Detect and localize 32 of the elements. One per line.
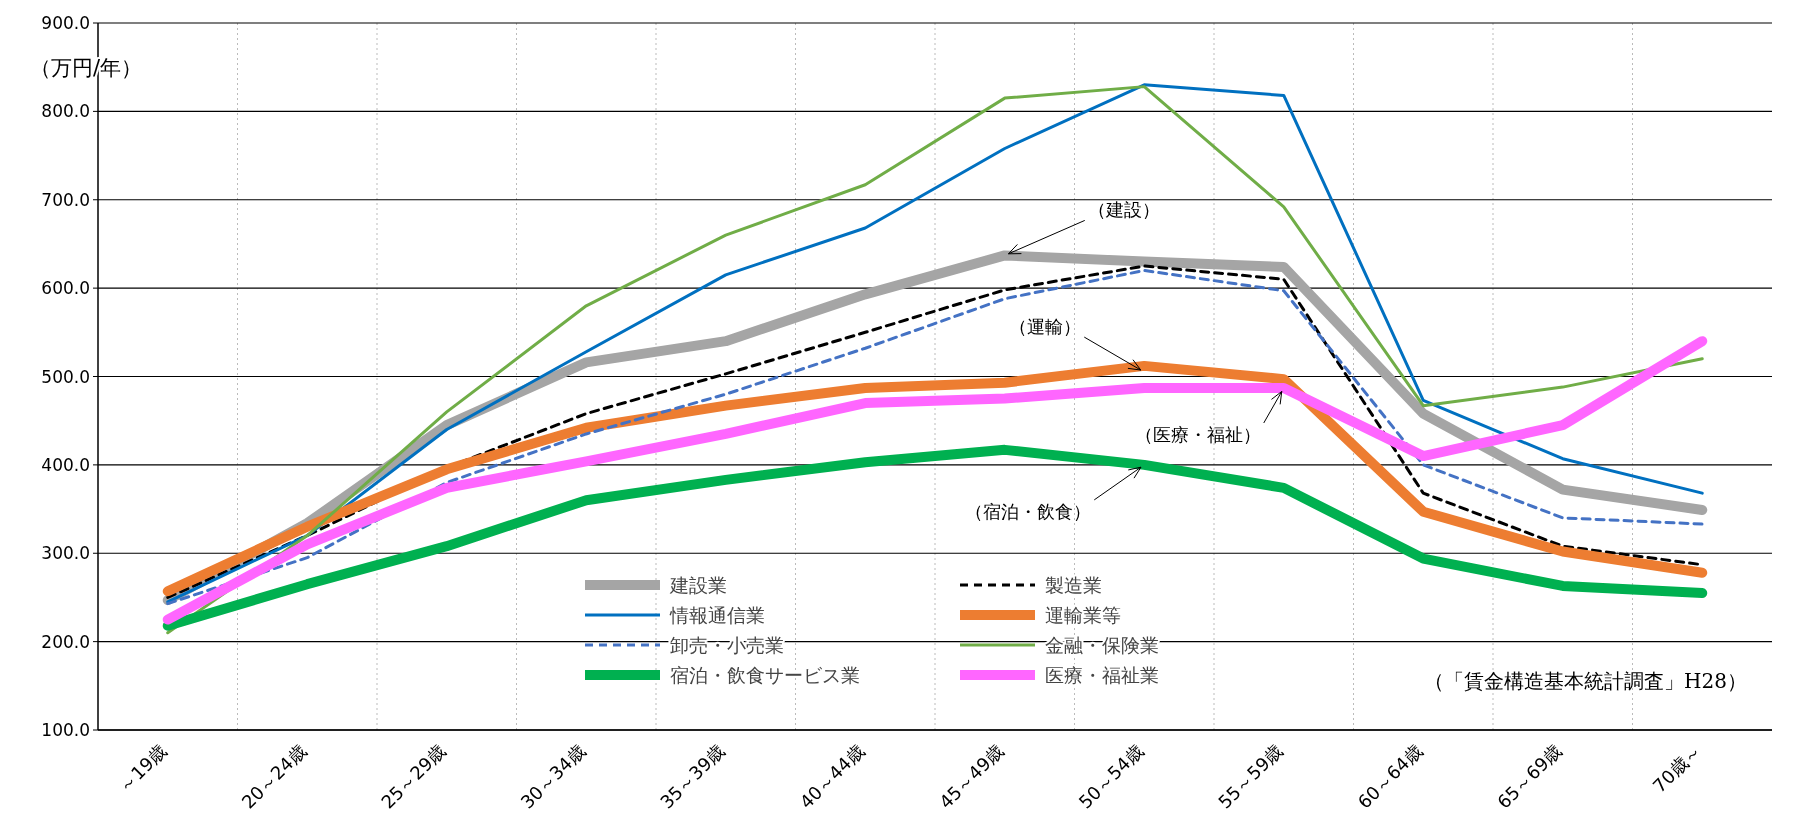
x-tick-label: 65～69歳 bbox=[1492, 739, 1566, 813]
x-tick-label: 50～54歳 bbox=[1074, 739, 1148, 813]
x-tick-label: 45～49歳 bbox=[934, 739, 1008, 813]
y-tick-label: 300.0 bbox=[41, 543, 90, 564]
x-tick-label: 60～64歳 bbox=[1353, 739, 1427, 813]
legend-label: 製造業 bbox=[1045, 574, 1102, 596]
legend-label: 医療・福祉業 bbox=[1045, 664, 1159, 686]
legend-label: 情報通信業 bbox=[669, 604, 765, 626]
y-tick-label: 100.0 bbox=[41, 720, 90, 740]
y-tick-label: 800.0 bbox=[41, 101, 90, 122]
x-tick-label: 70歳～ bbox=[1648, 739, 1706, 797]
annotation: （医療・福祉） bbox=[1134, 423, 1261, 445]
y-tick-label: 500.0 bbox=[41, 366, 90, 387]
y-tick-label: 400.0 bbox=[41, 454, 90, 475]
y-tick-label: 900.0 bbox=[41, 13, 90, 33]
x-tick-label: 25～29歳 bbox=[376, 739, 450, 813]
legend-label: 宿泊・飲食サービス業 bbox=[670, 664, 860, 686]
annotation: （建設） bbox=[1087, 199, 1160, 221]
annotation: （「賃金構造基本統計調査」H28） bbox=[1424, 669, 1747, 693]
x-tick-label: 55～59歳 bbox=[1213, 739, 1287, 813]
x-tick-label: 20～24歳 bbox=[237, 739, 311, 813]
legend-label: 運輸業等 bbox=[1045, 604, 1121, 626]
legend-label: 建設業 bbox=[669, 574, 727, 596]
y-tick-label: 700.0 bbox=[41, 189, 90, 210]
annotation: （宿泊・飲食） bbox=[965, 500, 1092, 522]
x-tick-label: 30～34歳 bbox=[516, 739, 590, 813]
y-tick-label: 200.0 bbox=[41, 631, 90, 652]
annotation: （運輸） bbox=[1009, 316, 1082, 338]
y-tick-label: 600.0 bbox=[41, 278, 90, 299]
x-tick-label: 40～44歳 bbox=[795, 739, 869, 813]
x-tick-label: ～19歳 bbox=[114, 739, 171, 797]
x-tick-label: 35～39歳 bbox=[655, 739, 729, 813]
